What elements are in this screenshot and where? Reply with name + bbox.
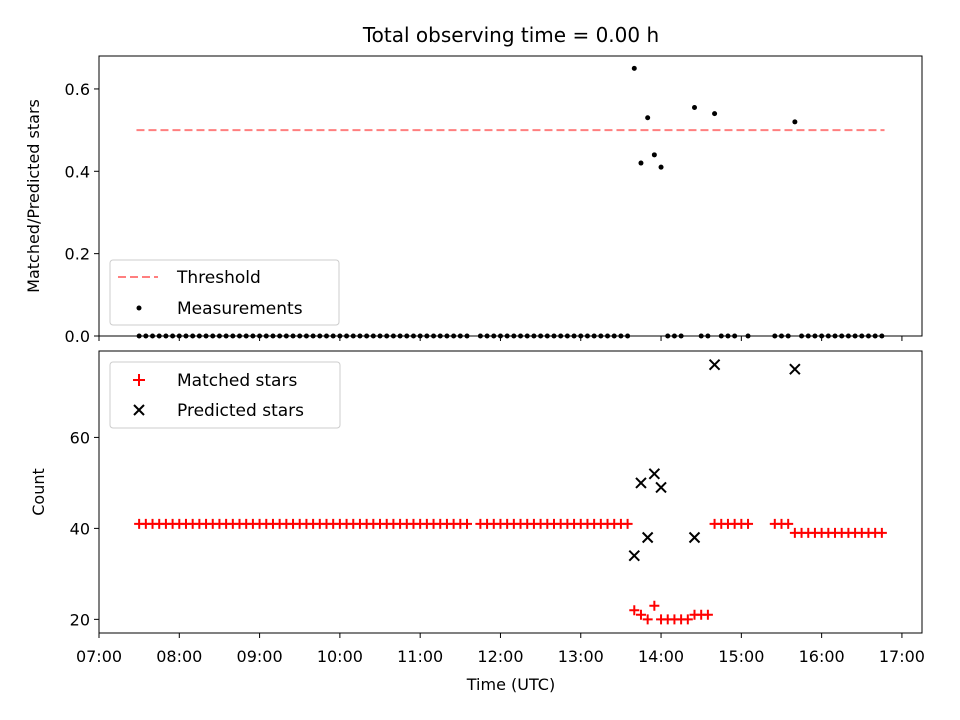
x-tick-label: 17:00	[879, 647, 925, 666]
matched-star-marker	[629, 605, 640, 616]
top-legend-box	[109, 259, 340, 326]
x-tick-label: 07:00	[76, 647, 122, 666]
predicted-stars-layer	[628, 358, 801, 562]
x-tick-label: 15:00	[718, 647, 764, 666]
legend-matched-label: Matched stars	[177, 371, 297, 391]
matched-star-marker	[462, 518, 473, 529]
measurement-point	[638, 160, 644, 166]
bottom-y-tick-label: 40	[70, 519, 90, 538]
measurement-point	[692, 104, 698, 110]
top-panel: 0.0 0.2 0.4 0.6 Matched/Predicted stars Thr…	[24, 55, 923, 346]
measurement-point	[651, 152, 657, 158]
legend-predicted-swatch	[133, 404, 145, 416]
predicted-star-marker	[641, 531, 654, 544]
bottom-panel: 20 40 60 07:00 08:00 09:00 10:00 11:00 12:00 13:…	[29, 350, 925, 694]
x-axis-label: Time (UTC)	[466, 675, 555, 694]
matched-star-marker	[649, 600, 660, 611]
x-tick-label: 16:00	[799, 647, 845, 666]
measurement-point	[631, 65, 637, 71]
bottom-y-tick-label: 20	[70, 610, 90, 629]
legend-matched-swatch	[133, 374, 145, 386]
predicted-star-marker	[688, 531, 701, 544]
bottom-x-ticks: 07:00 08:00 09:00 10:00 11:00 12:00 13:00 14:00…	[76, 633, 925, 666]
legend-measurements-label: Measurements	[177, 299, 303, 319]
measurement-point	[712, 111, 718, 117]
top-axes-frame	[98, 55, 923, 337]
x-tick-label: 13:00	[558, 647, 604, 666]
matched-star-marker	[783, 518, 794, 529]
predicted-star-marker	[628, 549, 640, 562]
chart-title: Total observing time = 0.00 h	[362, 23, 659, 47]
top-legend: Threshold Measurements	[109, 259, 340, 326]
top-y-axis-label: Matched/Predicted stars	[24, 99, 43, 293]
x-tick-label: 10:00	[317, 647, 363, 666]
top-x-ticks	[98, 336, 903, 341]
bottom-y-tick-label: 60	[70, 428, 90, 447]
matched-star-marker	[642, 614, 653, 625]
bottom-legend: Matched stars Predicted stars	[109, 361, 341, 429]
predicted-star-marker	[655, 481, 667, 494]
matched-star-marker	[622, 518, 633, 529]
bottom-axes-frame	[98, 350, 923, 634]
x-tick-label: 11:00	[397, 647, 443, 666]
x-tick-label: 08:00	[156, 647, 202, 666]
x-tick-label: 14:00	[638, 647, 684, 666]
top-y-tick-label: 0.6	[65, 80, 90, 99]
predicted-star-marker	[708, 358, 721, 371]
top-y-tick-label: 0.2	[65, 245, 90, 264]
legend-predicted-label: Predicted stars	[177, 401, 304, 421]
x-tick-label: 12:00	[477, 647, 523, 666]
measurement-point	[645, 115, 651, 121]
matched-star-marker	[702, 609, 713, 620]
measurement-point	[792, 119, 798, 125]
bottom-y-ticks: 20 40 60	[70, 428, 99, 629]
bottom-legend-box	[109, 361, 341, 429]
matched-star-marker	[743, 518, 754, 529]
predicted-star-marker	[648, 468, 661, 480]
matched-star-marker	[876, 527, 887, 538]
matched-star-marker	[635, 609, 646, 620]
top-y-tick-label: 0.4	[65, 162, 90, 181]
bottom-y-axis-label: Count	[29, 468, 48, 516]
top-y-tick-label: 0.0	[65, 327, 90, 346]
matched-stars-layer	[134, 518, 887, 625]
legend-threshold-label: Threshold	[176, 268, 261, 288]
predicted-star-marker	[789, 363, 801, 375]
legend-measurements-swatch	[136, 305, 142, 311]
top-y-ticks: 0.0 0.2 0.4 0.6	[65, 80, 99, 346]
predicted-star-marker	[635, 477, 647, 489]
x-tick-label: 09:00	[237, 647, 283, 666]
measurement-point	[658, 164, 664, 170]
matched-star-marker	[682, 614, 693, 625]
